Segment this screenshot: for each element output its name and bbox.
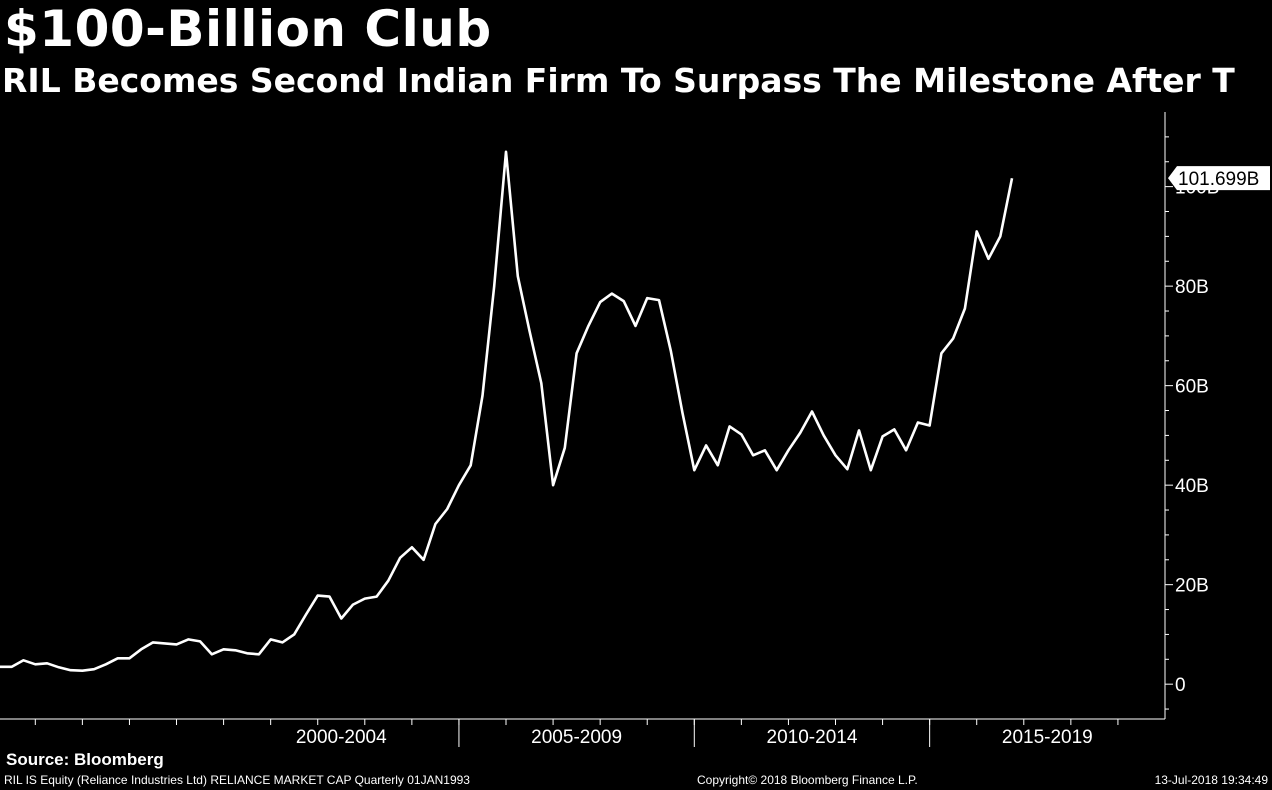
last-value-flag [1168, 166, 1270, 191]
footer-description: RIL IS Equity (Reliance Industries Ltd) … [4, 773, 470, 787]
y-tick-label: 40B [1175, 476, 1209, 497]
x-tick-label: 2000-2004 [296, 727, 387, 748]
y-tick-label: 20B [1175, 576, 1209, 597]
x-tick-label: 2015-2019 [1002, 727, 1093, 748]
footer-copyright: Copyright© 2018 Bloomberg Finance L.P. [697, 773, 918, 787]
y-tick-label: 60B [1175, 377, 1209, 398]
y-tick-label: 80B [1175, 277, 1209, 298]
chart-title: $100-Billion Club [4, 0, 492, 58]
x-tick-label: 2010-2014 [767, 727, 858, 748]
y-tick-label: 0 [1175, 675, 1186, 696]
footer-timestamp: 13-Jul-2018 19:34:49 [1154, 773, 1268, 787]
last-value-text: 101.699B [1178, 169, 1259, 190]
series-line-market-cap [0, 150, 1014, 673]
chart-subtitle: RIL Becomes Second Indian Firm To Surpas… [2, 64, 1235, 99]
x-tick-label: 2005-2009 [531, 727, 622, 748]
last-value-label: 101.699B [1168, 166, 1270, 191]
source-note: Source: Bloomberg [6, 750, 164, 769]
